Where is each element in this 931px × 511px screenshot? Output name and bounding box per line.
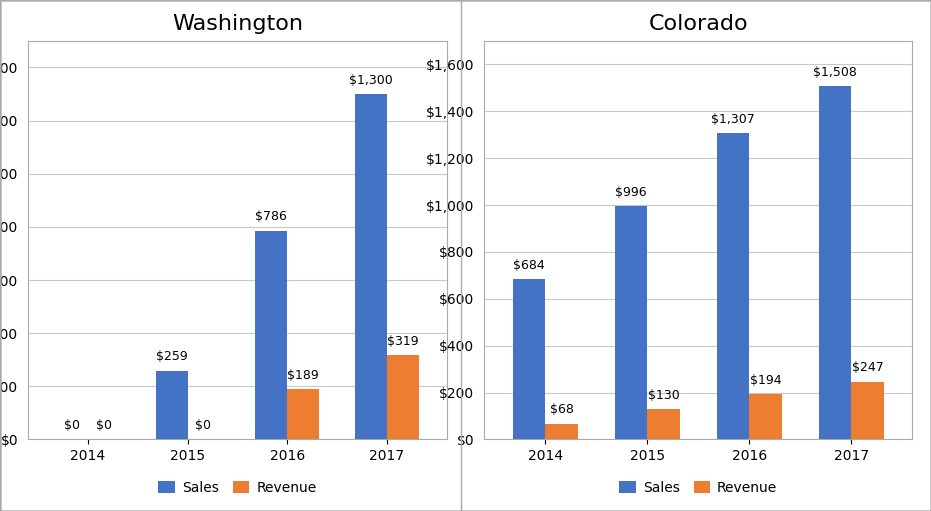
Bar: [513, 279, 546, 439]
Bar: [749, 394, 782, 439]
Bar: [387, 355, 419, 439]
Title: Washington: Washington: [172, 14, 303, 34]
Text: $1,307: $1,307: [711, 113, 755, 126]
Text: $996: $996: [615, 186, 647, 199]
Text: $189: $189: [288, 369, 319, 382]
Title: Colorado: Colorado: [648, 14, 749, 34]
Bar: [255, 230, 288, 439]
Bar: [355, 94, 387, 439]
Text: $68: $68: [549, 403, 573, 416]
Legend: Sales, Revenue: Sales, Revenue: [614, 475, 783, 500]
Bar: [288, 389, 319, 439]
Text: $319: $319: [387, 335, 419, 347]
Bar: [818, 86, 851, 439]
Bar: [717, 133, 749, 439]
Text: $130: $130: [648, 389, 680, 402]
Bar: [546, 424, 578, 439]
Text: $1,508: $1,508: [813, 66, 857, 79]
Text: $1,300: $1,300: [349, 74, 393, 87]
Text: $259: $259: [155, 351, 187, 363]
Legend: Sales, Revenue: Sales, Revenue: [153, 475, 322, 500]
Text: $194: $194: [749, 374, 781, 387]
Text: $684: $684: [513, 259, 545, 272]
Text: $0: $0: [196, 420, 211, 432]
Bar: [851, 382, 884, 439]
Text: $786: $786: [255, 211, 288, 223]
Text: $0: $0: [64, 420, 80, 432]
Bar: [647, 409, 680, 439]
Bar: [614, 206, 647, 439]
Text: $247: $247: [852, 361, 884, 375]
Text: $0: $0: [96, 420, 112, 432]
Bar: [155, 370, 187, 439]
